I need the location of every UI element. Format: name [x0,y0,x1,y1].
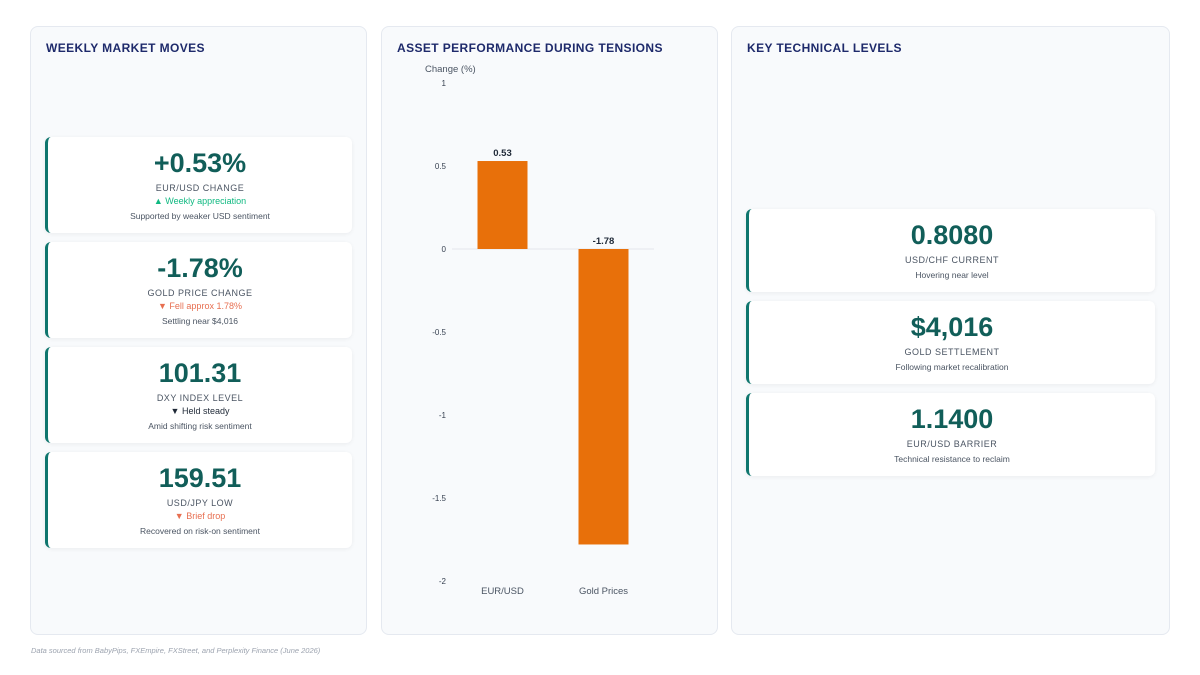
y-tick-label: -0.5 [432,328,446,337]
gold-settlement-card: $4,016 GOLD SETTLEMENT Following market … [746,301,1155,384]
card-change: ▼ Held steady [170,406,230,417]
card-label: USD/CHF CURRENT [905,255,999,266]
y-tick-label: 0 [442,245,447,254]
card-note: Amid shifting risk sentiment [148,421,252,432]
card-note: Supported by weaker USD sentiment [130,211,270,222]
card-label: EUR/USD BARRIER [906,439,998,450]
card-note: Settling near $4,016 [161,316,239,327]
bar-eur-usd [477,161,528,249]
x-category-label: EUR/USD [481,586,524,597]
card-note: Recovered on risk-on sentiment [139,526,260,537]
card-label: EUR/USD CHANGE [155,183,245,194]
bar-chart: Change (%) 1 0.5 0 -0.5 -1 -1.5 -2 0.53 EUR/USD -1… [425,64,654,597]
card-value: +0.53% [153,147,247,178]
y-tick-label: -2 [439,577,447,586]
eurusd-barrier-card: 1.1400 EUR/USD BARRIER Technical resista… [746,393,1155,476]
x-category-label: Gold Prices [579,586,628,597]
card-value: 159.51 [158,462,242,493]
y-tick-label: -1 [439,411,447,420]
card-note: Hovering near level [915,270,989,281]
technical-cards: 0.8080 USD/CHF CURRENT Hovering near lev… [746,209,1155,476]
panel-title: WEEKLY MARKET MOVES [46,41,205,55]
card-value: 0.8080 [910,219,994,250]
y-axis-label: Change (%) [425,64,476,75]
card-change: ▼ Brief drop [174,511,226,522]
dxy-index-card: 101.31 DXY INDEX LEVEL ▼ Held steady Ami… [45,347,352,443]
card-value: 1.1400 [910,403,994,434]
panel-title: KEY TECHNICAL LEVELS [747,41,902,55]
card-label: GOLD SETTLEMENT [904,347,1000,358]
card-label: GOLD PRICE CHANGE [147,288,253,299]
card-change: ▲ Weekly appreciation [153,196,247,207]
data-label: 0.53 [493,148,512,159]
card-value: -1.78% [157,252,243,283]
weekly-market-moves-panel: WEEKLY MARKET MOVES +0.53% EUR/USD CHANG… [30,26,367,635]
gold-price-change-card: -1.78% GOLD PRICE CHANGE ▼ Fell approx 1… [45,242,352,338]
card-note: Technical resistance to reclaim [894,454,1010,465]
weekly-cards: +0.53% EUR/USD CHANGE ▲ Weekly appreciat… [45,137,352,548]
y-tick-label: 1 [442,79,447,88]
bar-gold-prices [578,249,629,545]
key-technical-levels-panel: KEY TECHNICAL LEVELS 0.8080 USD/CHF CURR… [731,26,1170,635]
data-source-footer: Data sourced from BabyPips, FXEmpire, FX… [31,646,321,655]
eurusd-change-card: +0.53% EUR/USD CHANGE ▲ Weekly appreciat… [45,137,352,233]
y-tick-label: 0.5 [435,162,447,171]
card-label: DXY INDEX LEVEL [156,393,244,404]
card-value: $4,016 [910,311,994,342]
y-tick-label: -1.5 [432,494,446,503]
card-note: Following market recalibration [895,362,1009,373]
data-label: -1.78 [593,236,615,247]
usdjpy-low-card: 159.51 USD/JPY LOW ▼ Brief drop Recovere… [45,452,352,548]
usdchf-current-card: 0.8080 USD/CHF CURRENT Hovering near lev… [746,209,1155,292]
card-value: 101.31 [158,357,242,388]
card-label: USD/JPY LOW [166,498,234,509]
chart-title: ASSET PERFORMANCE DURING TENSIONS [397,41,663,55]
asset-performance-panel: ASSET PERFORMANCE DURING TENSIONS Change… [381,26,718,635]
card-change: ▼ Fell approx 1.78% [158,301,242,312]
